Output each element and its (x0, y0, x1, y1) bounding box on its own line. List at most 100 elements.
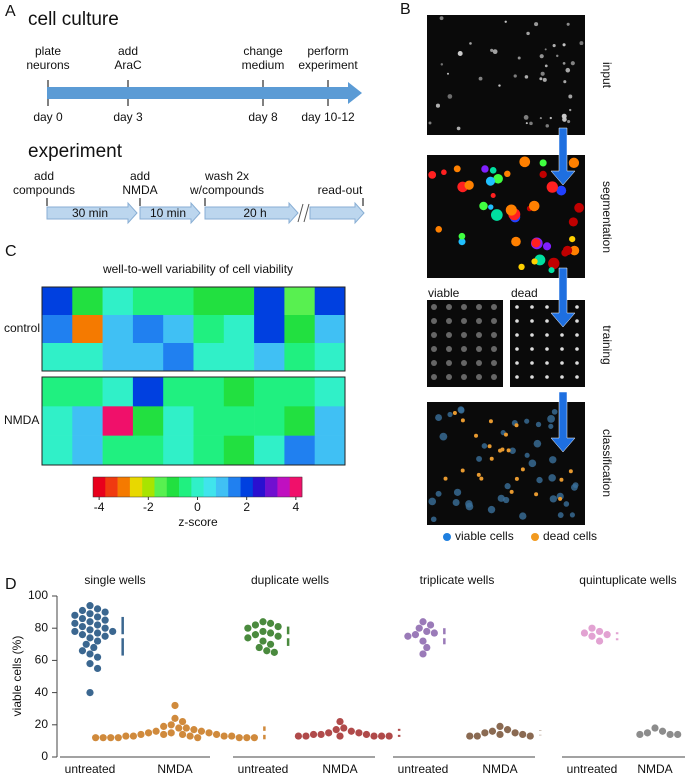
data-point (107, 734, 115, 742)
data-point (129, 732, 138, 740)
heatmap-cell (132, 377, 164, 407)
legend-dot (443, 533, 451, 541)
dead-example (515, 361, 519, 365)
cell-dot (525, 122, 528, 125)
data-point (186, 732, 194, 740)
classified-cell (551, 408, 558, 415)
flow-arrow (550, 127, 576, 186)
data-point (93, 621, 102, 629)
segment-blob (489, 167, 497, 174)
data-point (71, 627, 79, 636)
segment-blob (504, 170, 511, 178)
data-point (137, 730, 145, 739)
data-point (666, 730, 674, 739)
cell-dot (570, 61, 575, 66)
viable-example (491, 318, 497, 324)
x-tick-label: NMDA (157, 762, 192, 776)
heatmap-cell (163, 315, 194, 344)
data-point (182, 724, 190, 732)
data-point (347, 727, 355, 735)
data-point (519, 730, 527, 739)
x-tick-label: NMDA (322, 762, 357, 776)
day-label: day 10-12 (301, 110, 355, 124)
heatmap-cell (223, 315, 255, 344)
data-point (466, 732, 474, 740)
segment-blob (488, 204, 494, 210)
flow-arrow (550, 391, 576, 453)
data-point (643, 729, 652, 737)
data-point (93, 629, 102, 637)
segment-blob (543, 242, 552, 251)
classified-cell (474, 433, 479, 438)
classified-cell (563, 501, 570, 507)
colorbar-segment (240, 477, 254, 497)
segment-blob (519, 156, 531, 168)
timeline-segment (204, 201, 299, 225)
heatmap-cell (193, 287, 225, 316)
data-point (160, 730, 168, 739)
colorbar-segment (105, 477, 118, 497)
panel-label: D (5, 576, 17, 593)
data-point (122, 732, 130, 740)
classified-cell (528, 459, 537, 468)
data-point (423, 627, 431, 636)
panel-label: A (5, 3, 16, 20)
x-tick-label: untreated (238, 762, 289, 776)
segment-blob (539, 170, 547, 179)
heatmap-cell (223, 435, 255, 466)
data-point (651, 724, 659, 732)
data-point (658, 727, 667, 735)
y-tick-label: 60 (35, 653, 49, 667)
data-point (114, 734, 122, 742)
cell-dot (579, 41, 584, 46)
timeline-segment (139, 201, 201, 225)
classified-cell (514, 476, 519, 481)
colorbar-tick-label: -2 (143, 500, 154, 514)
data-point (580, 629, 589, 637)
training-label: dead (511, 286, 538, 300)
cell-dot (439, 16, 444, 21)
data-point (377, 732, 386, 740)
cell-dot (544, 64, 548, 68)
segment-blob (531, 238, 541, 248)
day-label: day 3 (113, 110, 143, 124)
classified-cell (504, 483, 511, 490)
segment-blob (435, 226, 443, 233)
classified-cell (476, 472, 481, 477)
viable-example (461, 360, 467, 366)
data-point (503, 726, 512, 734)
data-point (309, 730, 318, 739)
y-tick-label: 20 (35, 717, 49, 731)
data-point (171, 714, 179, 722)
segment-blob (556, 185, 567, 196)
data-point (86, 610, 94, 618)
x-tick-label: untreated (65, 762, 116, 776)
data-point (250, 734, 258, 742)
experiment-timeline (46, 201, 365, 225)
dead-example (575, 361, 579, 365)
classified-cell (500, 447, 505, 452)
classified-cell (520, 467, 525, 472)
cell-dot (568, 94, 573, 99)
data-point (340, 724, 348, 732)
segment-blob (539, 159, 547, 167)
heatmap-cell (314, 343, 346, 372)
classified-cell (503, 432, 508, 437)
dead-example (560, 361, 564, 365)
viable-example (476, 374, 482, 380)
axis-break (297, 203, 310, 223)
x-tick-label: NMDA (482, 762, 517, 776)
heatmap-cell (193, 377, 225, 407)
heatmap-cell (223, 406, 255, 436)
event-label: plate (35, 44, 61, 58)
colorbar-segment (129, 477, 143, 497)
classified-cell (549, 495, 557, 503)
data-point (178, 730, 187, 739)
colorbar-segment (166, 477, 180, 497)
classified-cell (476, 455, 483, 462)
segment-blob (546, 181, 558, 193)
dead-example (530, 361, 534, 365)
heatmap-frame (41, 286, 346, 372)
legend-dot (531, 533, 539, 541)
data-point (332, 726, 340, 734)
